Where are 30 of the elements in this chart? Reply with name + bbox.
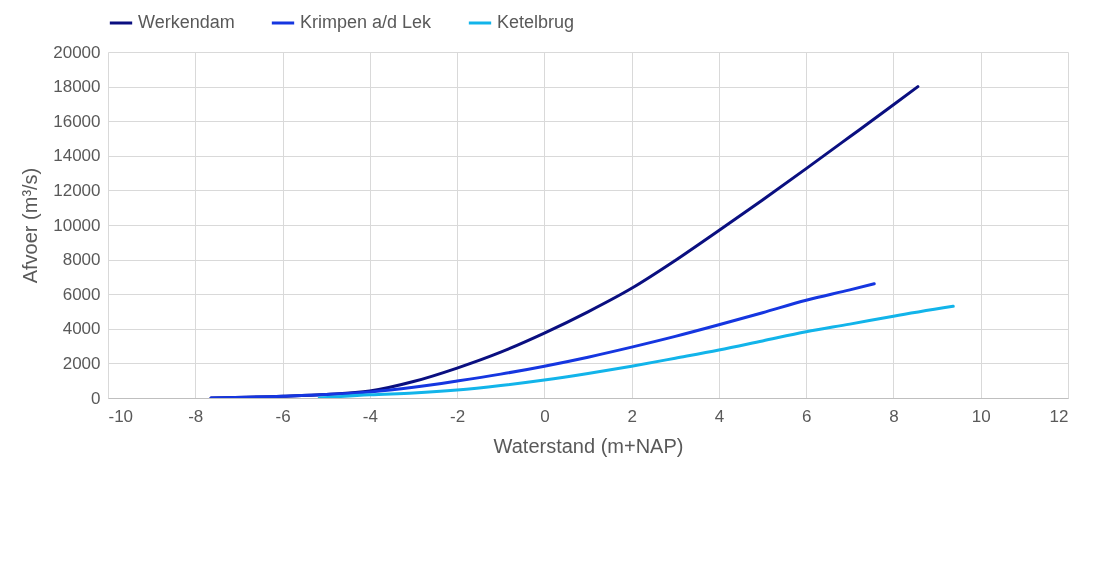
y-tick-label: 6000 bbox=[62, 284, 101, 304]
line-series bbox=[209, 282, 876, 398]
x-tick-label: 6 bbox=[801, 406, 812, 426]
y-tick-label: 8000 bbox=[62, 250, 101, 270]
y-tick-label: 16000 bbox=[53, 111, 101, 131]
x-tick-label: 12 bbox=[1049, 406, 1069, 426]
y-tick-label: 20000 bbox=[53, 42, 101, 62]
x-tick-label: 2 bbox=[627, 406, 637, 426]
x-tick-label: -4 bbox=[362, 406, 378, 426]
y-tick-label: 10000 bbox=[53, 215, 101, 235]
y-tick-label: 0 bbox=[91, 388, 101, 408]
legend-label: Ketelbrug bbox=[497, 12, 575, 32]
legend-label: Werkendam bbox=[138, 12, 235, 32]
y-tick-label: 12000 bbox=[53, 180, 101, 200]
y-tick-label: 4000 bbox=[62, 319, 101, 339]
x-axis-title: Waterstand (m+NAP) bbox=[493, 434, 684, 457]
y-tick-label: 2000 bbox=[62, 353, 101, 373]
x-tick-label: 4 bbox=[714, 406, 725, 426]
y-axis-title: Afvoer (m³/s) bbox=[19, 167, 42, 284]
x-tick-label: -10 bbox=[108, 406, 134, 426]
x-tick-label: 10 bbox=[971, 406, 991, 426]
x-tick-label: -8 bbox=[188, 406, 204, 426]
y-tick-label: 18000 bbox=[53, 77, 101, 97]
x-tick-label: -6 bbox=[275, 406, 291, 426]
y-tick-label: 14000 bbox=[53, 146, 101, 166]
legend-label: Krimpen a/d Lek bbox=[300, 12, 433, 32]
line-series bbox=[317, 304, 955, 398]
x-tick-label: -2 bbox=[450, 406, 466, 426]
x-tick-label: 0 bbox=[540, 406, 550, 426]
x-tick-label: 8 bbox=[889, 406, 899, 426]
